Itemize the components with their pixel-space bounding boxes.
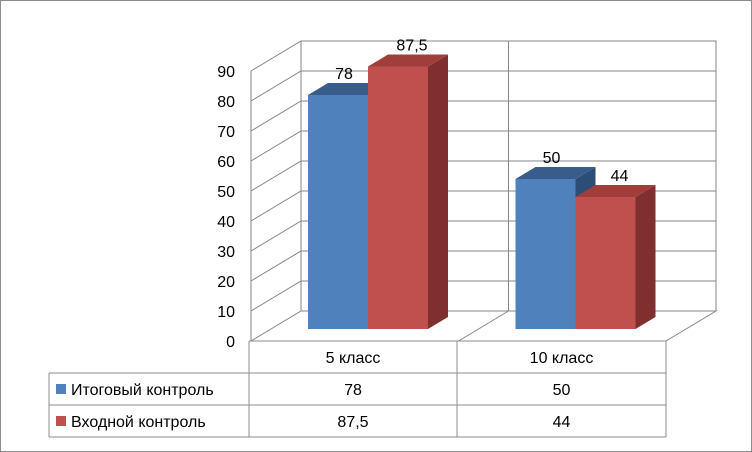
bar-top xyxy=(368,54,448,67)
bar-top xyxy=(575,185,656,197)
gridline xyxy=(250,160,716,192)
table-value: 78 xyxy=(344,382,362,399)
y-tick-label: 60 xyxy=(217,154,235,171)
table-value: 44 xyxy=(553,414,571,431)
data-label: 87,5 xyxy=(396,38,427,55)
data-table: 5 класс 10 класс Итоговый контроль 78 50 Вход… xyxy=(48,340,667,438)
gridline xyxy=(250,70,716,102)
gridline xyxy=(250,40,716,72)
bar-front xyxy=(575,197,636,329)
y-axis-ticks: 0 10 20 30 40 50 60 70 80 90 xyxy=(217,64,235,351)
y-tick-label: 90 xyxy=(217,64,235,81)
bar-front xyxy=(515,179,576,329)
gridline xyxy=(250,130,716,162)
bar-side xyxy=(428,54,448,329)
floor-divider xyxy=(458,310,509,342)
category-label: 10 класс xyxy=(530,350,594,367)
legend-entry: Итоговый контроль xyxy=(71,382,214,399)
bar-front xyxy=(308,95,368,329)
y-tick-label: 70 xyxy=(217,124,235,141)
gridline xyxy=(250,100,716,132)
bar-side xyxy=(635,185,656,329)
y-tick-label: 30 xyxy=(217,244,235,261)
category-label: 5 класс xyxy=(326,350,381,367)
table-value: 50 xyxy=(553,382,571,399)
y-tick-label: 0 xyxy=(226,334,235,351)
table-value: 87,5 xyxy=(337,414,368,431)
y-tick-label: 80 xyxy=(217,94,235,111)
y-tick-label: 40 xyxy=(217,214,235,231)
y-tick-label: 50 xyxy=(217,184,235,201)
data-labels: 78 87,5 50 44 xyxy=(335,38,628,186)
legend-entry: Входной контроль xyxy=(71,414,206,431)
data-label: 50 xyxy=(543,150,561,167)
bar-top xyxy=(515,167,596,179)
legend-swatch xyxy=(56,384,66,394)
bar-front xyxy=(368,66,428,329)
y-tick-label: 20 xyxy=(217,274,235,291)
legend-swatch xyxy=(56,416,66,426)
chart-bars xyxy=(308,54,656,329)
chart-grid xyxy=(250,40,716,341)
data-label: 44 xyxy=(611,168,629,185)
data-label: 78 xyxy=(335,66,353,83)
y-tick-label: 10 xyxy=(217,304,235,321)
